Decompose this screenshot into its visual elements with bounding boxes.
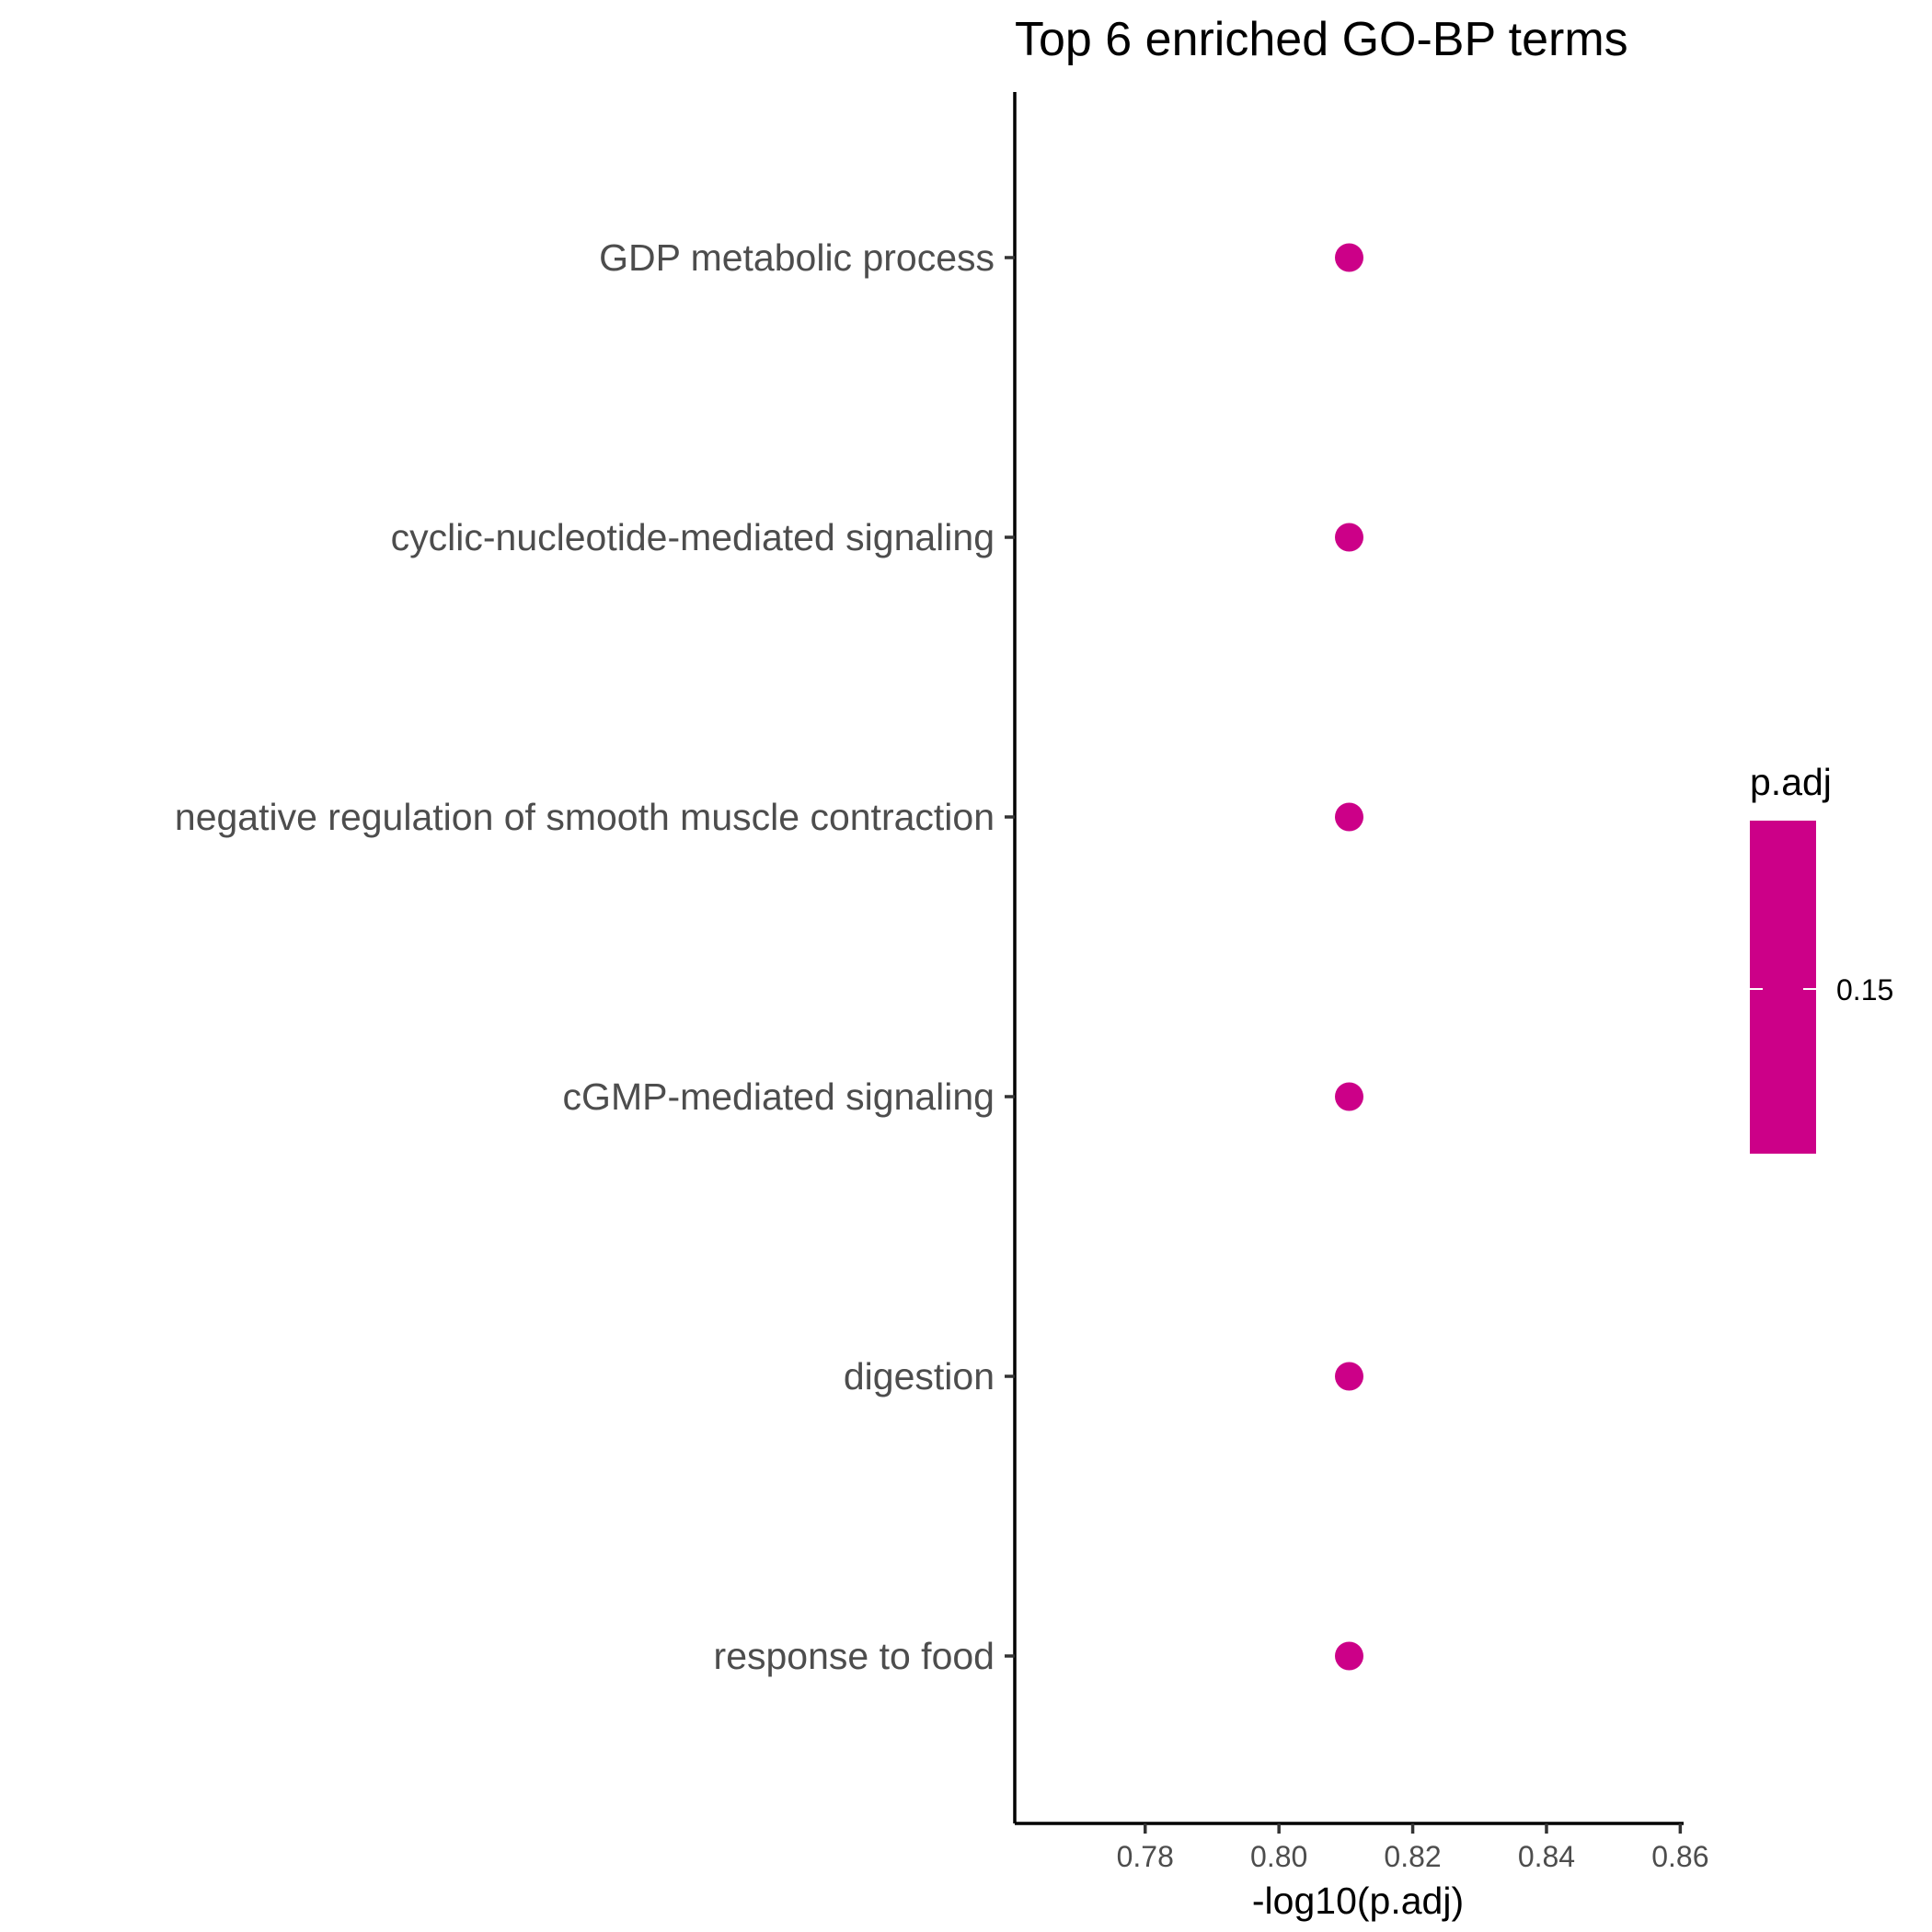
chart-title: Top 6 enriched GO-BP terms — [1015, 13, 1628, 66]
x-tick-label: 0.82 — [1384, 1840, 1441, 1873]
data-point — [1335, 523, 1363, 552]
legend: p.adj 0.15 — [1750, 761, 1893, 1154]
data-point — [1335, 1082, 1363, 1111]
y-tick-label: cyclic-nucleotide-mediated signaling — [391, 516, 995, 558]
y-tick-label: cGMP-mediated signaling — [563, 1075, 995, 1118]
y-axis: GDP metabolic process cyclic-nucleotide-m… — [175, 92, 1017, 1823]
data-point — [1335, 1641, 1363, 1671]
x-axis-title: -log10(p.adj) — [1252, 1880, 1464, 1922]
x-axis: 0.78 0.80 0.82 0.84 0.86 — [1015, 1822, 1709, 1873]
data-point — [1335, 243, 1363, 272]
y-tick-label: GDP metabolic process — [599, 236, 995, 279]
x-tick-label: 0.86 — [1651, 1840, 1708, 1873]
colorbar-tick-label: 0.15 — [1836, 973, 1893, 1006]
colorbar — [1750, 821, 1816, 1154]
x-tick-label: 0.84 — [1518, 1840, 1575, 1873]
data-point — [1335, 802, 1363, 832]
x-tick-label: 0.78 — [1117, 1840, 1174, 1873]
legend-title: p.adj — [1750, 761, 1832, 803]
data-point — [1335, 1362, 1363, 1391]
y-tick-label: negative regulation of smooth muscle con… — [175, 796, 995, 838]
y-tick-label: digestion — [844, 1355, 995, 1397]
points-layer — [1335, 243, 1363, 1671]
y-tick-label: response to food — [714, 1635, 995, 1677]
x-tick-label: 0.80 — [1250, 1840, 1307, 1873]
